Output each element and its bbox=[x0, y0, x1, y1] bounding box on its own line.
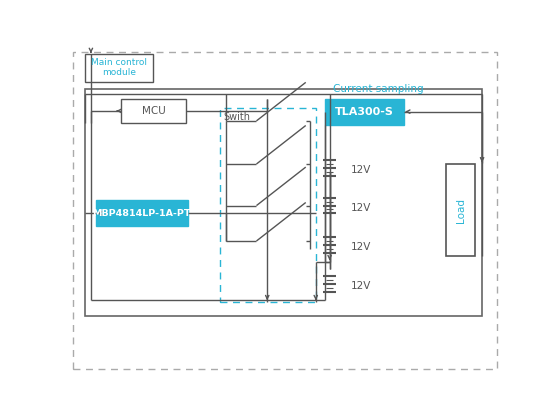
Bar bbox=[446, 164, 475, 256]
Bar bbox=[85, 88, 482, 317]
Text: MCU: MCU bbox=[142, 106, 166, 116]
Text: Main control
module: Main control module bbox=[91, 58, 147, 78]
Text: Swith: Swith bbox=[224, 112, 250, 122]
Text: Load: Load bbox=[455, 198, 465, 223]
Bar bbox=[325, 98, 404, 125]
Text: Current sampling: Current sampling bbox=[332, 83, 423, 93]
Text: 12V: 12V bbox=[351, 165, 371, 175]
Text: MBP4814LP-1A-PT: MBP4814LP-1A-PT bbox=[92, 209, 191, 218]
Bar bbox=[85, 54, 152, 82]
Text: 12V: 12V bbox=[351, 281, 371, 291]
Text: 12V: 12V bbox=[351, 203, 371, 213]
Bar bbox=[220, 108, 316, 302]
Text: 12V: 12V bbox=[351, 242, 371, 252]
Bar bbox=[121, 98, 186, 123]
Bar bbox=[96, 200, 188, 226]
Text: TLA300-S: TLA300-S bbox=[335, 107, 394, 117]
